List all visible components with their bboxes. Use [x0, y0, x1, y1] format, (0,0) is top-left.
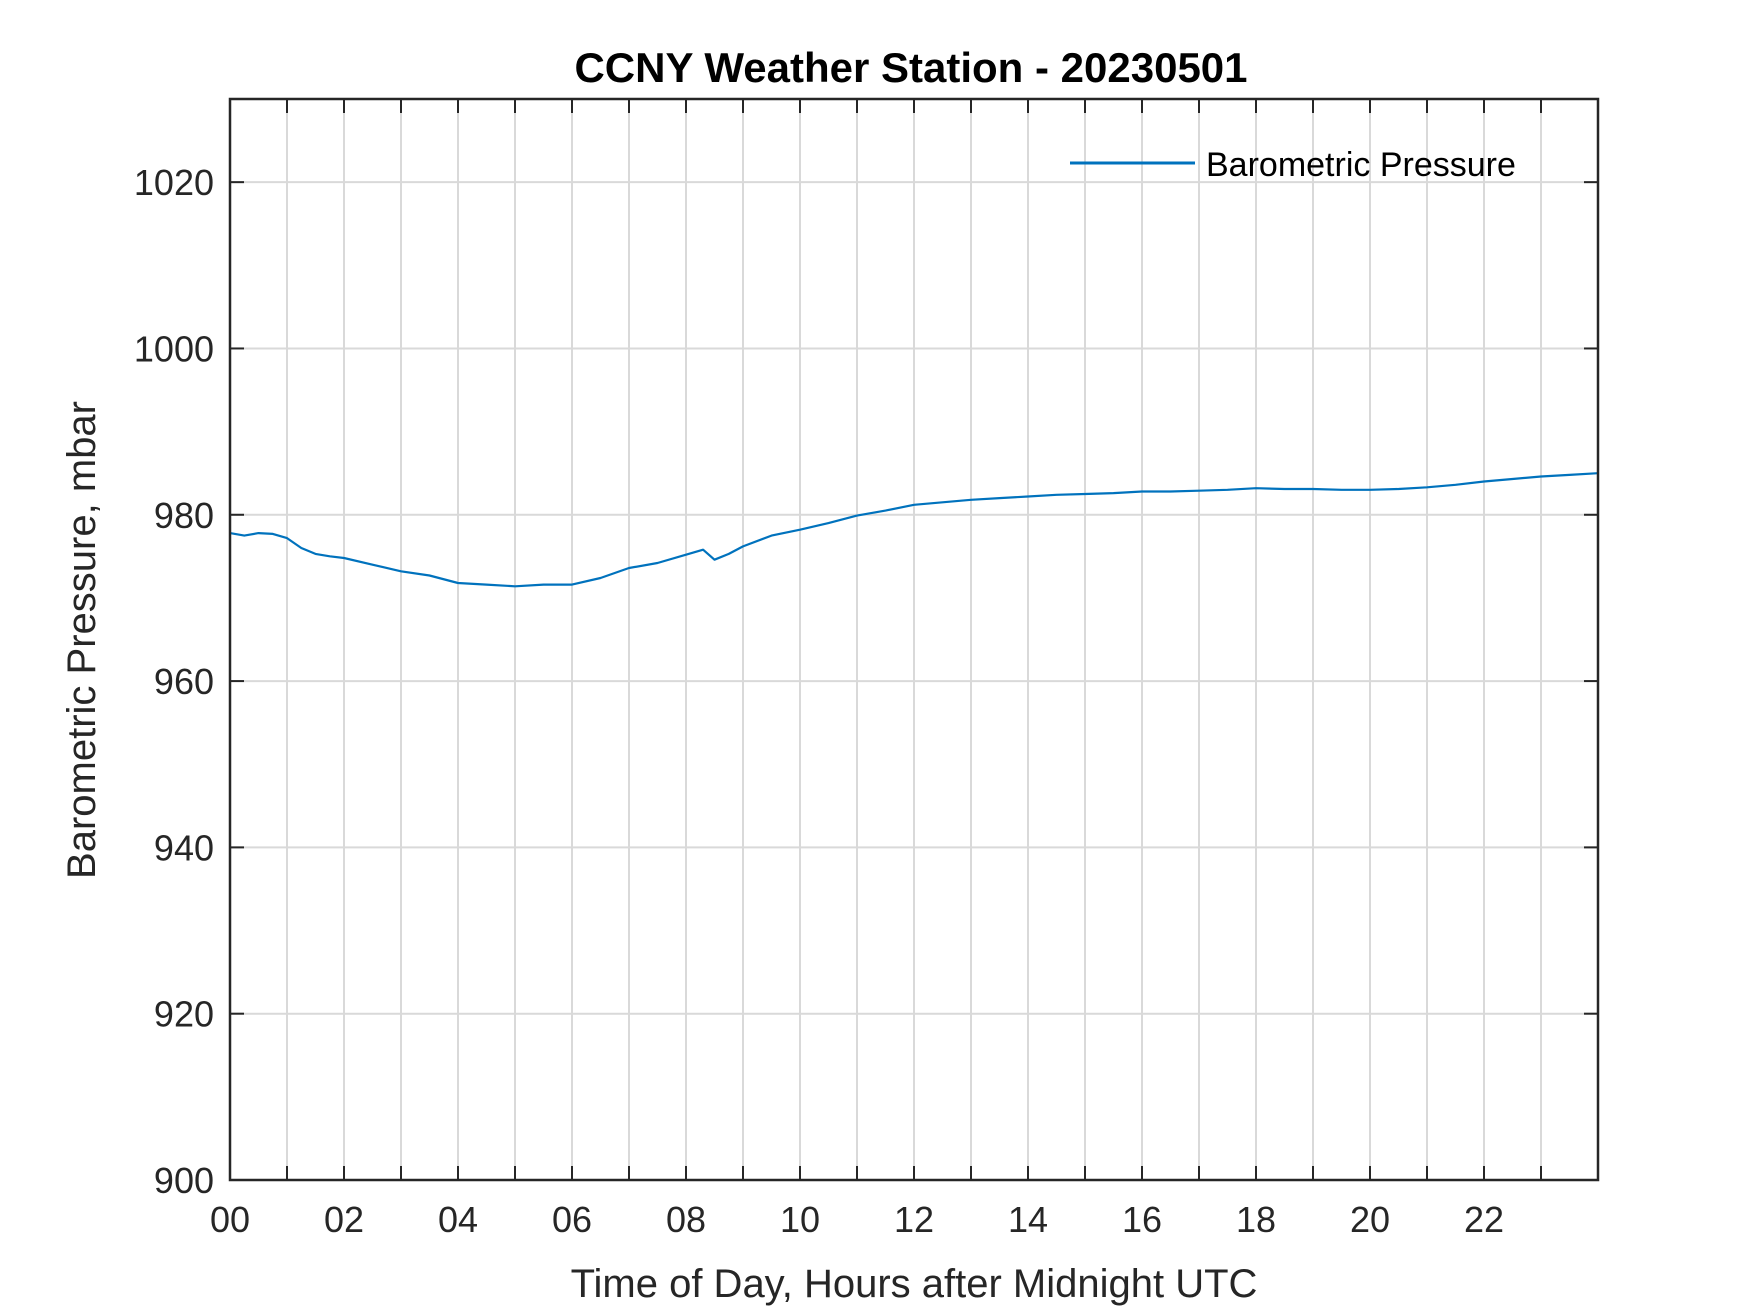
- y-tick-label: 1020: [134, 162, 214, 203]
- axes-frame: [228, 97, 1600, 1182]
- chart-title: CCNY Weather Station - 20230501: [574, 44, 1247, 91]
- x-tick-label: 06: [552, 1199, 592, 1240]
- series-line-barometric-pressure: [229, 472, 1599, 588]
- x-tick-label: 10: [780, 1199, 820, 1240]
- y-tick-label: 1000: [134, 328, 214, 369]
- x-tick-label: 18: [1236, 1199, 1276, 1240]
- plot-area: [228, 97, 1600, 1182]
- y-tick-label: 920: [154, 994, 214, 1035]
- y-tick-label: 940: [154, 827, 214, 868]
- x-tick-labels: 00 02 04 06 08 10 12 14 16 18 20 22: [210, 1199, 1504, 1240]
- x-tick-label: 12: [894, 1199, 934, 1240]
- y-tick-label: 900: [154, 1160, 214, 1201]
- y-tick-labels: 900 920 940 960 980 1000 1020: [134, 162, 214, 1201]
- x-tick-label: 04: [438, 1199, 478, 1240]
- y-tick-label: 960: [154, 661, 214, 702]
- grid: [229, 99, 1599, 1181]
- legend-label-barometric-pressure: Barometric Pressure: [1206, 146, 1516, 184]
- x-tick-label: 16: [1122, 1199, 1162, 1240]
- y-axis-label: Barometric Pressure, mbar: [60, 401, 104, 879]
- x-tick-label: 20: [1350, 1199, 1390, 1240]
- y-tick-label: 980: [154, 495, 214, 536]
- x-tick-label: 02: [324, 1199, 364, 1240]
- series-layer: [229, 472, 1599, 588]
- legend: Barometric Pressure: [1070, 146, 1516, 184]
- x-tick-label: 14: [1008, 1199, 1048, 1240]
- x-tick-label: 00: [210, 1199, 250, 1240]
- x-tick-label: 08: [666, 1199, 706, 1240]
- x-axis-label: Time of Day, Hours after Midnight UTC: [571, 1262, 1258, 1306]
- x-tick-label: 22: [1464, 1199, 1504, 1240]
